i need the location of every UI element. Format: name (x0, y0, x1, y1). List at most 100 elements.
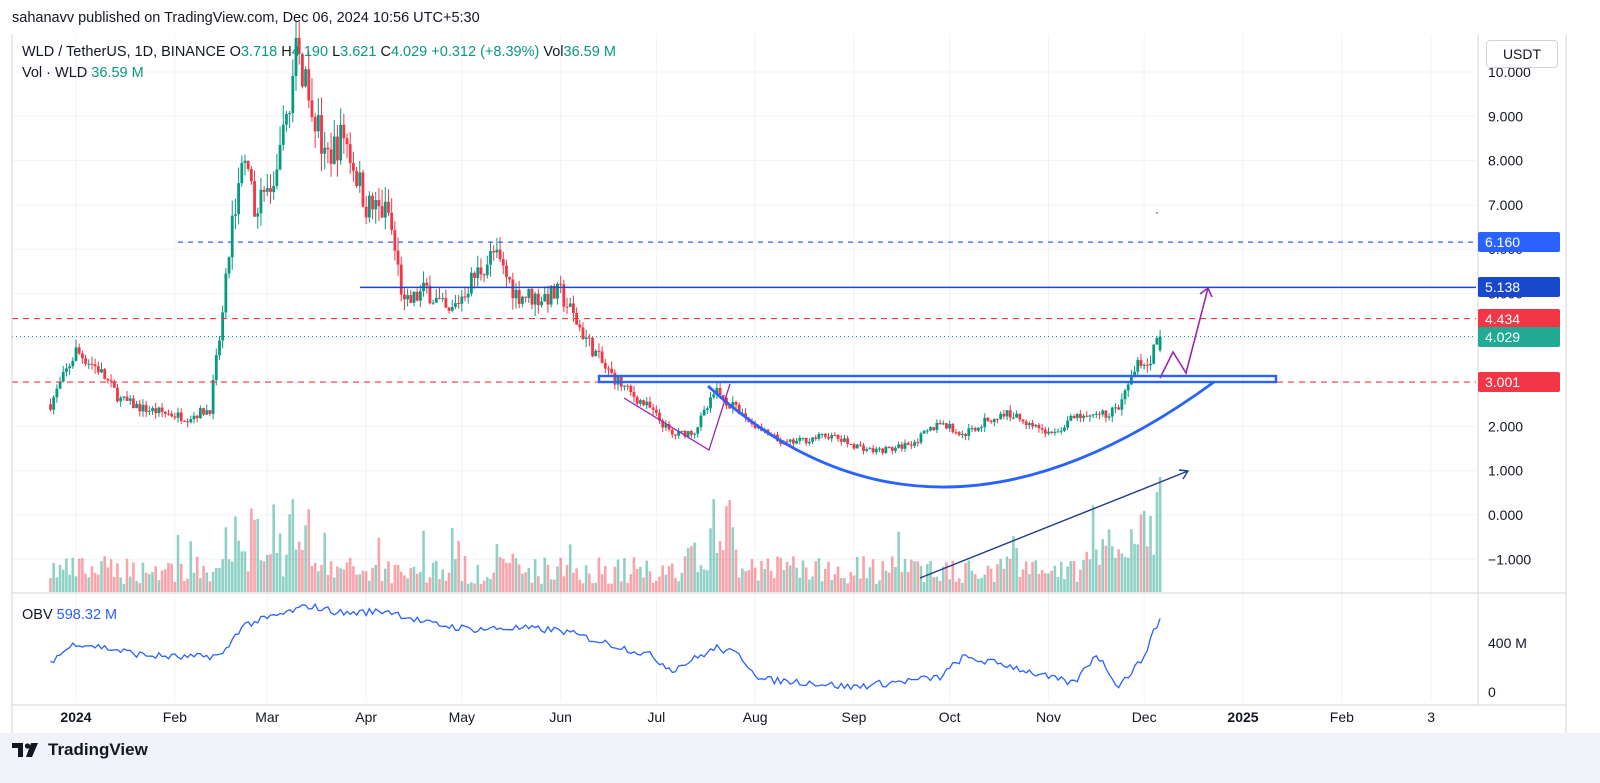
volume-bar (1133, 543, 1136, 592)
candle-body (814, 437, 818, 439)
candle-body (1066, 420, 1070, 428)
volume-bar (262, 561, 266, 592)
time-tick-label: Apr (355, 709, 377, 725)
candle-body (482, 274, 486, 276)
high-label: H (281, 44, 292, 60)
volume-bar (387, 561, 390, 592)
volume-bar (916, 561, 920, 592)
volume-bar (862, 556, 865, 592)
volume-bar (849, 571, 853, 592)
volume-bar (696, 572, 700, 592)
candle-body (654, 409, 658, 413)
volume-bar (721, 550, 725, 592)
candle-body (1053, 431, 1057, 433)
obv-line (50, 602, 1161, 691)
volume-bar (230, 561, 234, 592)
candle-body (881, 448, 885, 453)
candle-body (160, 407, 164, 412)
volume-bar (393, 564, 397, 592)
volume-bar (425, 582, 429, 592)
vol-label: Vol (543, 44, 564, 60)
obv-legend[interactable]: OBV 598.32 M (22, 607, 117, 623)
candle-body (112, 381, 116, 388)
obv-tick-label: 400 M (1488, 635, 1527, 651)
candle-body (524, 296, 527, 298)
time-tick-label: 3 (1427, 709, 1435, 725)
volume-bar (712, 498, 716, 592)
candle-body (1024, 421, 1028, 426)
volume-bar (1104, 545, 1108, 592)
candle-body (460, 296, 464, 304)
volume-bar (167, 562, 170, 592)
candle-body (313, 117, 317, 132)
candle-body (1069, 415, 1073, 421)
volume-bar (760, 561, 763, 592)
candle-body (839, 438, 843, 442)
volume-bar (58, 564, 62, 592)
candle-body (801, 437, 805, 439)
candle-body (170, 413, 174, 417)
candle-body (58, 381, 62, 389)
volume-bar (454, 559, 457, 592)
volume-bar (1034, 560, 1038, 592)
volume-bar (317, 571, 320, 592)
candle-body (970, 428, 974, 430)
time-tick-label: May (449, 709, 475, 725)
candle-body (607, 368, 610, 370)
volume-bar (1056, 577, 1060, 592)
open-value: 3.718 (240, 44, 278, 60)
candle-body (1091, 414, 1095, 416)
candle-body (686, 431, 690, 437)
volume-bar (792, 556, 795, 592)
volume-bar (329, 561, 333, 592)
grid-lines (12, 34, 1476, 702)
candle-body (932, 427, 936, 430)
candle-body (1082, 415, 1085, 419)
volume-bar (591, 583, 594, 592)
ohlc-legend[interactable]: WLD / TetherUS, 1D, BINANCE O3.718 H4.19… (22, 44, 616, 60)
volume-bar (326, 574, 330, 592)
candle-body (1056, 431, 1060, 433)
volume-bar (677, 581, 680, 592)
volume-bar (1015, 547, 1018, 592)
volume-bar (390, 583, 393, 592)
tradingview-logo[interactable]: TradingView (12, 740, 148, 760)
volume-bar (667, 566, 671, 592)
volume-bar (903, 559, 907, 592)
candle-body (454, 303, 457, 308)
volume-bar (1075, 581, 1079, 592)
volume-bar (61, 569, 65, 592)
candle-body (479, 267, 483, 275)
volume-bar (973, 574, 977, 592)
volume-bar (498, 557, 502, 592)
volume-bar (189, 541, 193, 592)
candle-body (935, 422, 939, 430)
candle-body (428, 285, 432, 304)
time-tick-label: Nov (1036, 709, 1061, 725)
volume-bar (830, 580, 833, 592)
candle-body (434, 297, 438, 303)
volume-bar (699, 565, 703, 592)
high-value: 4.190 (291, 44, 329, 60)
candle-body (642, 400, 645, 406)
volume-bar (610, 583, 613, 592)
candle-body (243, 160, 247, 163)
candle-body (929, 427, 932, 431)
volume-bar (1047, 573, 1050, 592)
candle-body (855, 444, 859, 449)
volume-bar (1040, 570, 1044, 592)
candle-body (361, 172, 365, 207)
volume-bar (125, 558, 129, 592)
candle-body (980, 427, 983, 429)
volume-bar (779, 557, 782, 592)
volume-bar (214, 567, 218, 592)
volume-legend[interactable]: Vol · WLD 36.59 M (22, 65, 144, 81)
candle-body (135, 403, 138, 409)
volume-bar (383, 568, 387, 592)
volume-bar (170, 563, 173, 592)
obv-tick-label: 0 (1488, 684, 1496, 700)
volume-bar (428, 577, 432, 592)
currency-button[interactable]: USDT (1486, 40, 1558, 68)
symbol-label[interactable]: WLD / TetherUS, 1D, BINANCE (22, 44, 226, 60)
